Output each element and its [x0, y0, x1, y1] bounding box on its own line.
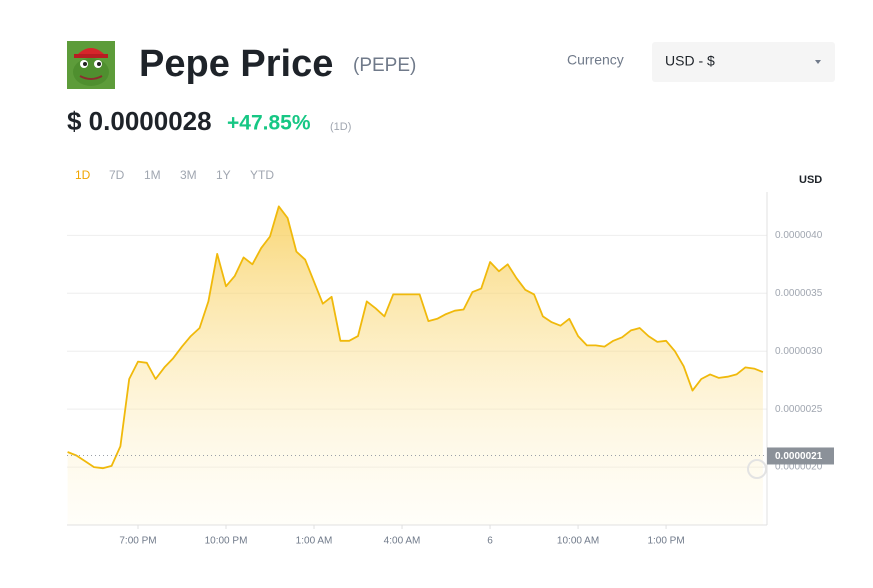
y-tick-label: 0.0000040: [775, 230, 823, 241]
chart: USD 0.0000020 0.0000025 0.0000030 0.0000035 0…: [67, 174, 834, 547]
x-tick-label: 4:00 AM: [384, 536, 421, 547]
x-tick-label: 10:00 PM: [205, 536, 248, 547]
watermark: [747, 459, 767, 479]
price-area: [67, 206, 763, 525]
y-axis-unit: USD: [799, 174, 822, 186]
x-tick-label: 7:00 PM: [119, 536, 156, 547]
price: $ 0.0000028: [67, 106, 212, 136]
range-tabs: 1D 7D 1M 3M 1Y YTD: [75, 168, 274, 182]
y-tick-label: 0.0000035: [775, 288, 823, 299]
range-tab[interactable]: 1D: [75, 168, 91, 182]
last-price-label: 0.0000021: [775, 451, 823, 462]
y-tick-label: 0.0000025: [775, 404, 823, 415]
range-tab[interactable]: 1M: [144, 168, 161, 182]
range-tab[interactable]: 1Y: [216, 168, 231, 182]
x-tick-label: 1:00 AM: [296, 536, 333, 547]
range-tab[interactable]: 7D: [109, 168, 125, 182]
logo: [67, 41, 115, 89]
change: +47.85%: [227, 112, 311, 135]
price-line: [67, 205, 764, 470]
symbol: (PEPE): [353, 55, 416, 76]
x-tick-label: 10:00 AM: [557, 536, 599, 547]
range-tab[interactable]: YTD: [250, 168, 274, 182]
x-tick-label: 1:00 PM: [647, 536, 684, 547]
x-tick-label: 6: [487, 536, 493, 547]
title: Pepe Price: [139, 43, 333, 85]
currency-select[interactable]: USD - $: [652, 42, 835, 82]
currency-value[interactable]: USD - $: [665, 53, 715, 69]
range-tab[interactable]: 3M: [180, 168, 197, 182]
y-tick-label: 0.0000020: [775, 462, 823, 473]
last-price-box: [767, 447, 834, 465]
currency-label: Currency: [567, 52, 624, 68]
change-period: (1D): [330, 121, 351, 133]
y-tick-label: 0.0000030: [775, 346, 823, 357]
